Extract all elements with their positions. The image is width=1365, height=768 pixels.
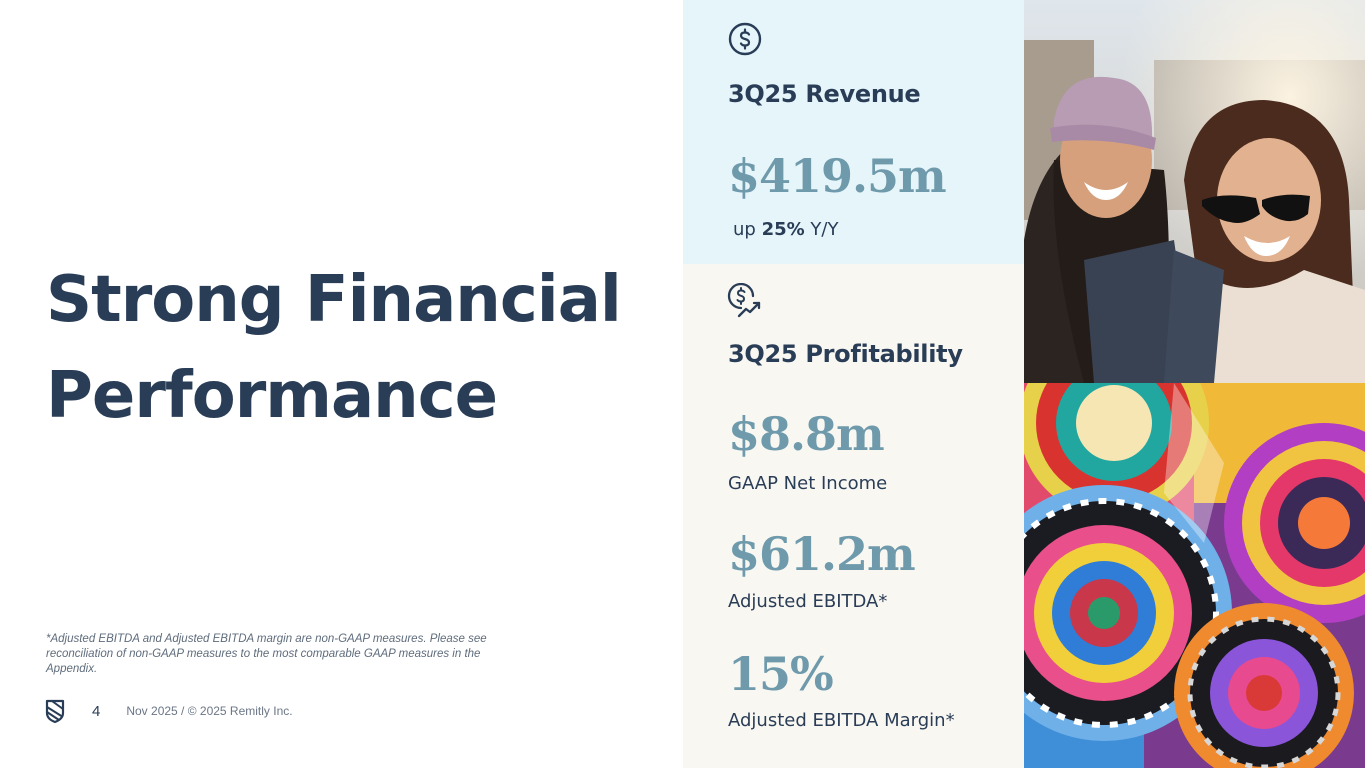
- photo-two-women-laughing: [1024, 0, 1365, 383]
- slide-title: Strong Financial Performance: [46, 252, 666, 444]
- dollar-circle-icon: [728, 22, 762, 56]
- revenue-value: $419.5m: [728, 149, 947, 203]
- revenue-growth: up 25% Y/Y: [733, 219, 838, 240]
- photo-people-illustration: [1024, 0, 1365, 383]
- ebitda-margin-value: 15%: [728, 647, 834, 701]
- revenue-growth-value: 25%: [761, 219, 805, 240]
- footer-copyright: Nov 2025 / © 2025 Remitly Inc.: [126, 704, 293, 718]
- dollar-growth-icon: [727, 283, 761, 318]
- left-panel: Strong Financial Performance *Adjusted E…: [44, 252, 666, 724]
- photo-colorful-kites: [1024, 383, 1365, 768]
- profitability-heading: 3Q25 Profitability: [728, 340, 963, 368]
- profitability-panel: 3Q25 Profitability $8.8m GAAP Net Income…: [683, 264, 1024, 768]
- footnote: *Adjusted EBITDA and Adjusted EBITDA mar…: [46, 633, 487, 675]
- remitly-logo-icon: [45, 699, 65, 724]
- ebitda-margin-label: Adjusted EBITDA Margin*: [728, 710, 955, 731]
- net-income-value: $8.8m: [728, 407, 885, 461]
- adjusted-ebitda-value: $61.2m: [728, 527, 916, 581]
- footer: 4 Nov 2025 / © 2025 Remitly Inc.: [44, 698, 293, 724]
- slide-title-line2: Performance: [46, 359, 498, 433]
- revenue-growth-prefix: up: [733, 219, 756, 240]
- page-number: 4: [92, 702, 101, 720]
- adjusted-ebitda-label: Adjusted EBITDA*: [728, 591, 888, 612]
- net-income-label: GAAP Net Income: [728, 473, 888, 494]
- slide-title-line1: Strong Financial: [46, 263, 622, 337]
- revenue-heading: 3Q25 Revenue: [728, 80, 921, 108]
- revenue-growth-suffix: Y/Y: [810, 219, 839, 240]
- revenue-panel: 3Q25 Revenue $419.5m up 25% Y/Y: [683, 0, 1024, 264]
- photo-kites-illustration: [1024, 383, 1365, 768]
